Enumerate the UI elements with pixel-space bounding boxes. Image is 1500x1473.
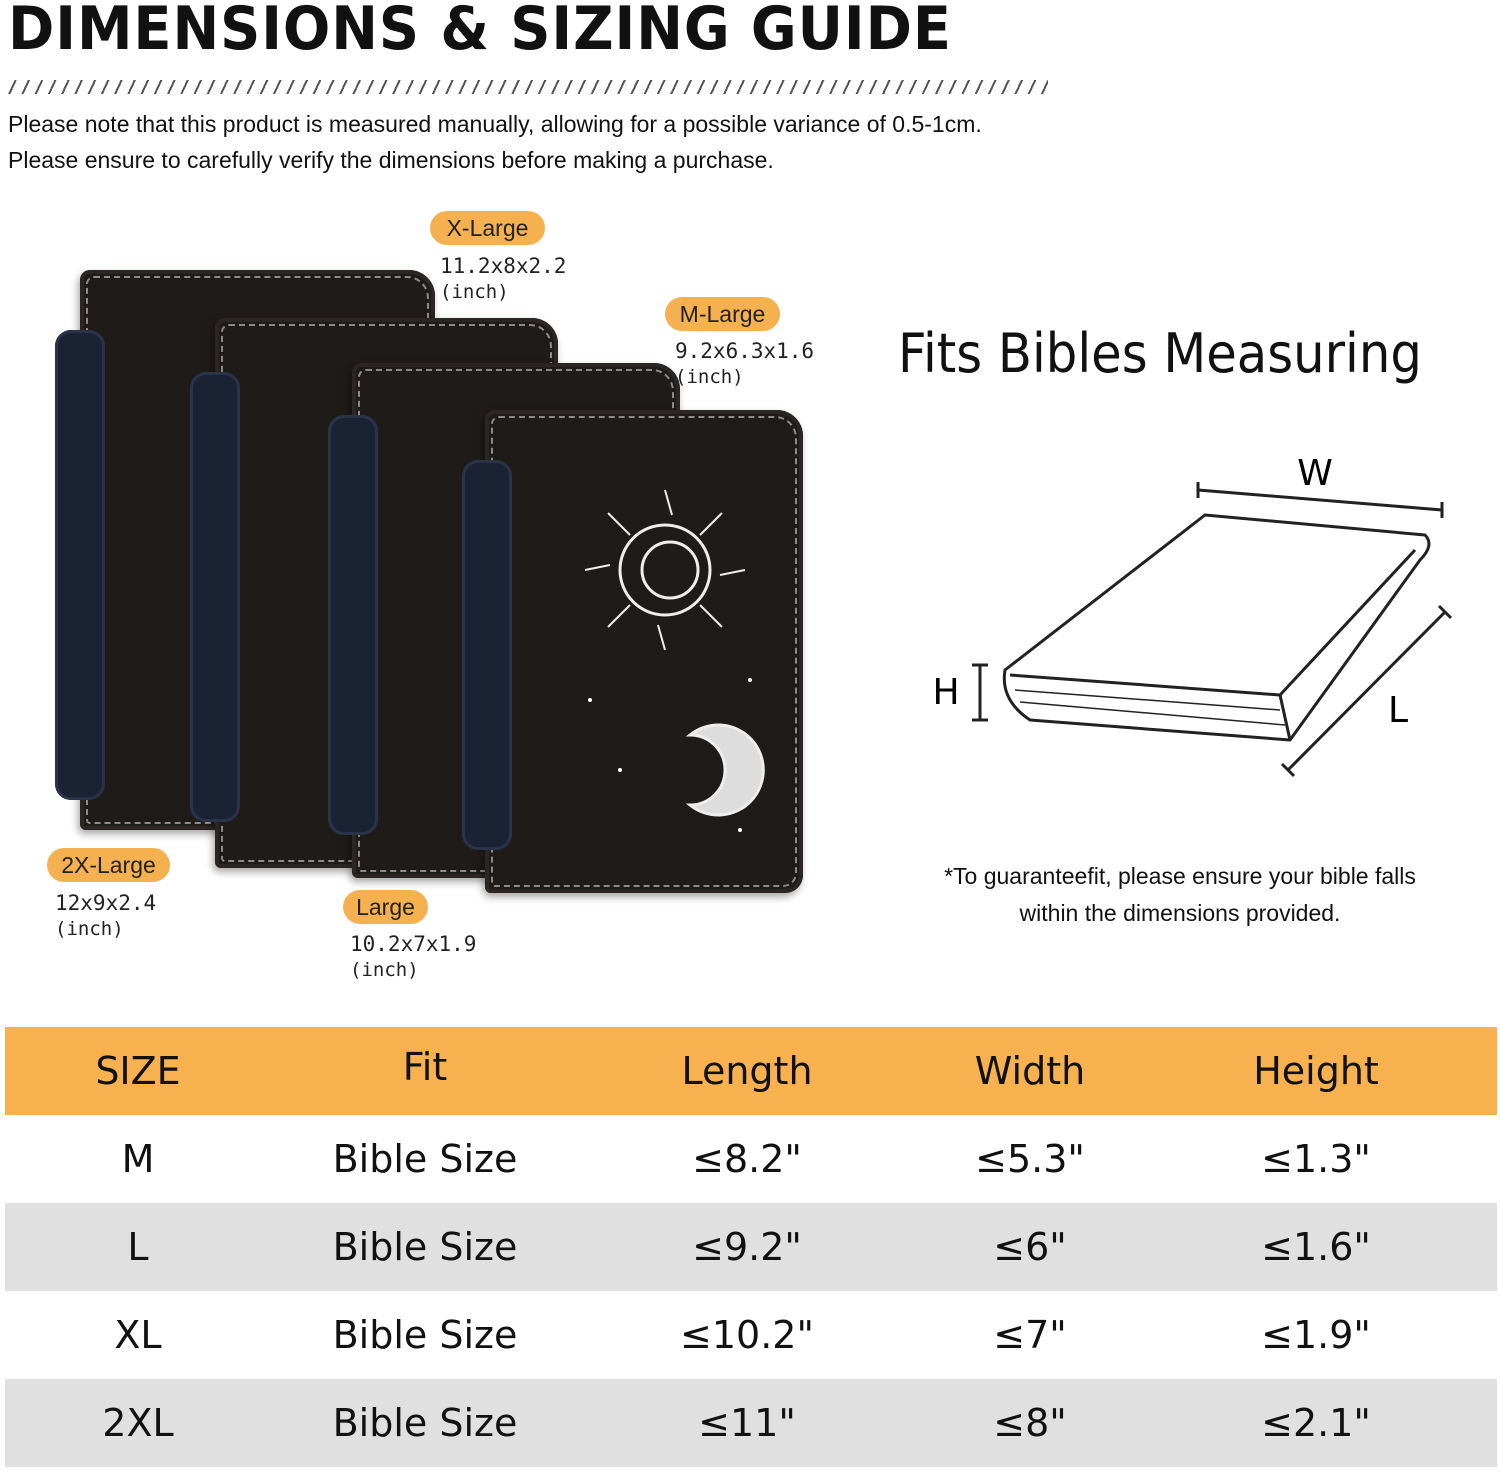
- book-measure-diagram: W H L: [932, 453, 1453, 778]
- dims-2x-large: 12x9x2.4: [55, 891, 157, 915]
- cell-length: ≤10.2": [680, 1313, 814, 1357]
- cell-fit: Bible Size: [332, 1401, 518, 1445]
- dims-x-large: 11.2x8x2.2: [440, 254, 567, 278]
- cell-size: XL: [114, 1313, 162, 1357]
- cell-height: ≤1.9": [1261, 1313, 1371, 1357]
- footnote-line-2: within the dimensions provided.: [1019, 900, 1341, 926]
- badge-m-large: M-Large: [665, 297, 780, 331]
- unit-2x-large: (inch): [55, 918, 124, 940]
- size-table: SIZE Fit Length Width Height M Bible Size…: [5, 1027, 1497, 1467]
- handle-2xl: [55, 330, 105, 800]
- table-row: 2XL Bible Size ≤11" ≤8" ≤2.1": [5, 1379, 1497, 1467]
- unit-x-large: (inch): [440, 281, 509, 303]
- w-label: W: [1297, 453, 1333, 494]
- badge-2x-large: 2X-Large: [47, 848, 170, 882]
- table-row: L Bible Size ≤9.2" ≤6" ≤1.6": [5, 1203, 1497, 1291]
- header-fit: Fit: [402, 1045, 448, 1089]
- page-title: DIMENSIONS & SIZING GUIDE: [8, 0, 952, 64]
- unit-large: (inch): [350, 959, 419, 981]
- cell-size: L: [127, 1225, 149, 1269]
- sun-moon-art-icon: [584, 489, 765, 832]
- dims-m-large: 9.2x6.3x1.6: [675, 339, 815, 363]
- note-line-1: Please note that this product is measure…: [8, 111, 982, 137]
- note-line-2: Please ensure to carefully verify the di…: [8, 147, 774, 173]
- h-label: H: [932, 672, 959, 713]
- table-row: M Bible Size ≤8.2" ≤5.3" ≤1.3": [5, 1115, 1497, 1203]
- handle-l: [328, 415, 378, 835]
- cell-size: 2XL: [102, 1401, 174, 1445]
- cell-length: ≤8.2": [692, 1137, 802, 1181]
- cell-width: ≤5.3": [975, 1137, 1085, 1181]
- unit-m-large: (inch): [675, 366, 744, 388]
- badge-x-large: X-Large: [430, 211, 545, 245]
- cell-height: ≤1.6": [1261, 1225, 1371, 1269]
- fits-title: Fits Bibles Measuring: [898, 322, 1422, 385]
- cell-height: ≤2.1": [1261, 1401, 1371, 1445]
- cell-fit: Bible Size: [332, 1225, 518, 1269]
- header-size: SIZE: [95, 1049, 181, 1093]
- header-width: Width: [974, 1049, 1086, 1093]
- table-row: XL Bible Size ≤10.2" ≤7" ≤1.9": [5, 1291, 1497, 1379]
- l-label: L: [1388, 690, 1408, 731]
- cell-fit: Bible Size: [332, 1313, 518, 1357]
- footnote-line-1: *To guaranteefit, please ensure your bib…: [944, 863, 1416, 889]
- cell-width: ≤6": [993, 1225, 1067, 1269]
- cell-width: ≤7": [993, 1313, 1067, 1357]
- cell-length: ≤11": [698, 1401, 796, 1445]
- header-length: Length: [681, 1049, 813, 1093]
- dims-large: 10.2x7x1.9: [350, 932, 477, 956]
- handle-xl: [190, 372, 240, 822]
- hatch-divider: [8, 80, 1048, 94]
- handle-m: [462, 460, 512, 850]
- cell-fit: Bible Size: [332, 1137, 518, 1181]
- cell-height: ≤1.3": [1261, 1137, 1371, 1181]
- cell-length: ≤9.2": [692, 1225, 802, 1269]
- header-height: Height: [1253, 1049, 1379, 1093]
- cell-width: ≤8": [993, 1401, 1067, 1445]
- cell-size: M: [121, 1137, 155, 1181]
- badge-large: Large: [343, 890, 428, 924]
- table-header: SIZE Fit Length Width Height: [5, 1027, 1497, 1115]
